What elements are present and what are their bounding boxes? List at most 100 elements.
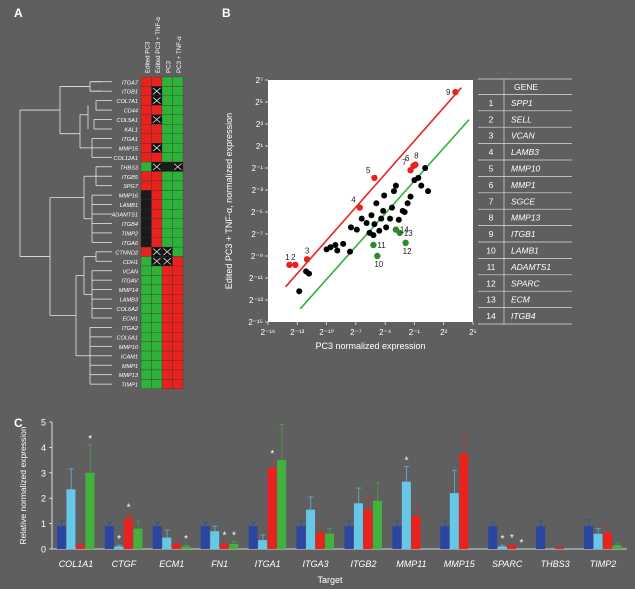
heatmap-cell bbox=[161, 114, 173, 125]
bar bbox=[315, 532, 325, 549]
heatmap-cell bbox=[172, 331, 184, 342]
heatmap-cell bbox=[151, 303, 163, 314]
heatmap-gene-label: MMP14 bbox=[119, 288, 138, 294]
heatmap-gene-label: MMP16 bbox=[119, 194, 139, 200]
heatmap-cell bbox=[161, 105, 173, 115]
bar bbox=[488, 526, 498, 549]
heatmap-cell bbox=[161, 142, 173, 153]
heatmap-gene-label: KAL1 bbox=[124, 128, 138, 134]
heatmap-gene-label: MMP15 bbox=[119, 146, 139, 152]
gene-table: GENE 1 SPP1 2 SELL 3 VCAN 4 LAMB3 5 MMP10 6 MMP1 7 SGC… bbox=[478, 78, 572, 325]
heatmap-cell bbox=[151, 133, 163, 144]
scatter-point-downregulated bbox=[402, 239, 409, 246]
bar bbox=[306, 509, 316, 549]
heatmap-cell bbox=[140, 275, 152, 286]
heatmap-column-label: PC3 bbox=[165, 60, 172, 73]
scatter-point-label: 13 bbox=[404, 229, 413, 238]
category-label: TIMP2 bbox=[590, 559, 617, 569]
heatmap-cell bbox=[151, 171, 163, 182]
heatmap-cell bbox=[172, 124, 184, 134]
significance-star: * bbox=[232, 530, 236, 541]
scatter-point bbox=[334, 247, 341, 254]
scatter-point bbox=[376, 227, 383, 234]
heatmap-cell bbox=[172, 142, 184, 153]
category-label: MMP15 bbox=[444, 559, 476, 569]
significance-star: * bbox=[117, 534, 121, 545]
scatter-point bbox=[327, 244, 334, 251]
heatmap-cell bbox=[172, 341, 184, 352]
heatmap-cell bbox=[172, 105, 184, 115]
bar bbox=[267, 467, 277, 549]
scatter-point bbox=[407, 193, 414, 200]
category-label: ITGA3 bbox=[303, 559, 329, 569]
bar bbox=[612, 545, 622, 549]
table-row-number: 2 bbox=[489, 114, 494, 124]
heatmap-cell bbox=[161, 275, 173, 286]
heatmap-cell bbox=[151, 341, 163, 352]
heatmap-gene-label: TIMP1 bbox=[122, 383, 138, 389]
bar bbox=[411, 515, 421, 549]
heatmap-cross-mark bbox=[152, 144, 161, 152]
bar bbox=[372, 500, 382, 549]
x-tick-label: 2⁻¹³ bbox=[290, 328, 304, 337]
heatmap-cross-mark bbox=[152, 257, 161, 265]
table-row-number: 10 bbox=[486, 246, 496, 256]
heatmap-cell bbox=[151, 105, 163, 115]
significance-star: * bbox=[405, 455, 409, 466]
x-axis-label: PC3 normalized expression bbox=[315, 341, 425, 351]
bar bbox=[210, 531, 220, 549]
table-row-number: 7 bbox=[489, 196, 494, 206]
scatter-point bbox=[306, 270, 312, 277]
heatmap-cell bbox=[140, 322, 152, 333]
heatmap-cell bbox=[151, 190, 163, 200]
heatmap-cross-mark bbox=[152, 87, 161, 95]
category-label: THBS3 bbox=[541, 559, 570, 569]
heatmap-cell bbox=[161, 190, 173, 200]
scatter-point-upregulated bbox=[303, 256, 311, 263]
y-tick-label: 2⁻⁹ bbox=[251, 252, 263, 261]
scatter-point-label: 7 bbox=[402, 158, 407, 167]
panel-c-letter: C bbox=[14, 416, 23, 430]
heatmap-cell bbox=[140, 171, 152, 182]
heatmap-gene-label: LAMB3 bbox=[120, 298, 139, 304]
heatmap-cell bbox=[140, 265, 152, 276]
heatmap-gene-label: CDH1 bbox=[123, 260, 138, 266]
heatmap-cell bbox=[161, 294, 173, 304]
heatmap-cross-mark bbox=[152, 97, 161, 105]
x-tick-label: 2⁻⁴ bbox=[379, 328, 392, 337]
scatter-plot-area bbox=[268, 80, 473, 322]
x-tick-label: 2⁻¹ bbox=[409, 328, 421, 337]
heatmap-cell bbox=[151, 228, 163, 238]
y-tick-label: 0 bbox=[41, 545, 46, 555]
heatmap-cell bbox=[172, 256, 184, 267]
scatter-point-label: 6 bbox=[405, 154, 410, 163]
scatter-point-upregulated bbox=[371, 174, 378, 182]
heatmap-gene-label: SPG7 bbox=[123, 184, 139, 190]
scatter-point bbox=[415, 174, 422, 181]
heatmap-gene-label: ITGA7 bbox=[122, 80, 139, 86]
heatmap-cell bbox=[140, 350, 152, 361]
heatmap-cell bbox=[161, 152, 173, 163]
bar bbox=[114, 546, 124, 549]
y-tick-label: 2⁻⁷ bbox=[251, 230, 263, 239]
table-row-gene: SGCE bbox=[511, 196, 535, 206]
heatmap-cell bbox=[172, 95, 184, 106]
scatter-point-upregulated bbox=[356, 204, 363, 211]
category-label: ITGB2 bbox=[350, 559, 376, 569]
bar bbox=[75, 545, 85, 549]
heatmap-gene-label: ITGA1 bbox=[122, 137, 138, 143]
scatter-point bbox=[395, 216, 402, 223]
heatmap-gene-label: CTNND2 bbox=[115, 250, 139, 256]
scatter-point bbox=[383, 224, 390, 231]
heatmap-cell bbox=[161, 379, 173, 389]
heatmap-gene-label: LAMB1 bbox=[120, 203, 138, 209]
table-row-number: 14 bbox=[486, 311, 496, 321]
y-tick-label: 2⁷ bbox=[256, 76, 263, 85]
heatmap-gene-label: THBS3 bbox=[120, 165, 139, 171]
heatmap-cell bbox=[140, 294, 152, 304]
heatmap-cell bbox=[172, 350, 184, 361]
heatmap-gene-label: VCAN bbox=[122, 269, 139, 275]
heatmap-cell bbox=[151, 275, 163, 286]
heatmap-gene-label: COL5A1 bbox=[117, 118, 138, 124]
scatter-point-label: 10 bbox=[374, 260, 383, 269]
